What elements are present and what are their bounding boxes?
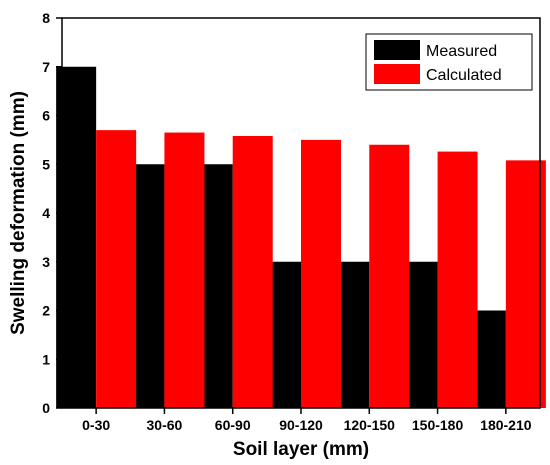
- x-tick-label: 150-180: [412, 417, 464, 433]
- y-tick-label: 6: [42, 108, 50, 124]
- y-tick-label: 5: [42, 156, 50, 172]
- y-tick-label: 8: [42, 10, 50, 26]
- y-tick-label: 0: [42, 400, 50, 416]
- bar-calculated-0-30: [96, 130, 137, 408]
- y-axis: 0 1 2 3 4 5 6 7 8: [42, 10, 62, 416]
- legend-swatch-measured: [374, 40, 420, 60]
- legend-label-calculated: Calculated: [426, 67, 502, 84]
- y-tick-label: 1: [42, 351, 50, 367]
- x-axis-title: Soil layer (mm): [233, 439, 369, 460]
- bar-calculated-30-60: [164, 132, 205, 408]
- y-tick-label: 4: [42, 205, 50, 221]
- y-axis-title: Swelling deformation (mm): [8, 91, 29, 335]
- x-tick-label: 60-90: [215, 417, 251, 433]
- bar-measured-0-30: [56, 66, 97, 408]
- x-tick-label: 0-30: [82, 417, 110, 433]
- legend: Measured Calculated: [365, 33, 533, 91]
- legend-swatch-calculated: [374, 64, 420, 84]
- x-axis: 0-30 30-60 60-90 90-120 120-150 150-180 180-21…: [82, 408, 532, 433]
- legend-label-measured: Measured: [426, 43, 497, 60]
- y-tick-label: 3: [42, 254, 50, 270]
- bars-layer: [56, 66, 546, 408]
- y-tick-label: 7: [42, 59, 50, 75]
- bar-calculated-120-150: [369, 144, 410, 408]
- x-tick-label: 120-150: [344, 417, 396, 433]
- bar-calculated-60-90: [232, 135, 273, 408]
- x-tick-label: 30-60: [147, 417, 183, 433]
- y-tick-label: 2: [42, 303, 50, 319]
- x-tick-label: 90-120: [279, 417, 323, 433]
- x-tick-label: 180-210: [480, 417, 532, 433]
- bar-calculated-180-210: [505, 160, 546, 408]
- bar-calculated-150-180: [437, 151, 478, 408]
- bar-calculated-90-120: [301, 139, 341, 408]
